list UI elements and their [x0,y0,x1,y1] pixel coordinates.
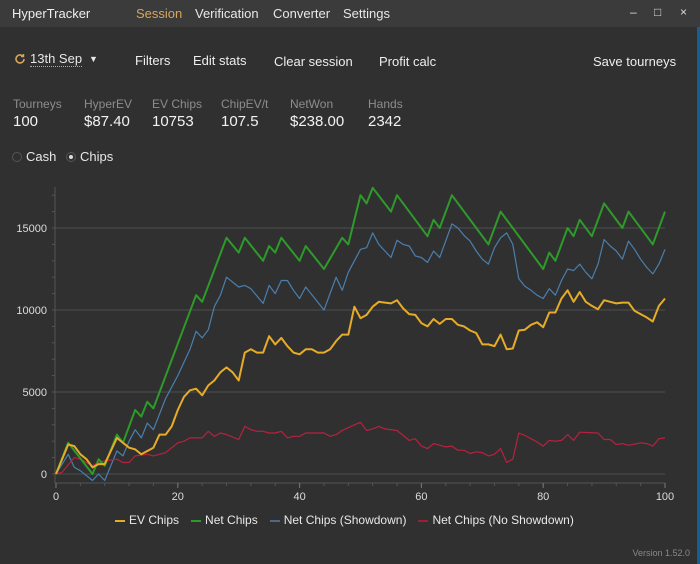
date-selector[interactable]: 13th Sep ▼ [14,51,98,67]
legend-label: Net Chips (No Showdown) [432,513,574,527]
edit-stats-button[interactable]: Edit stats [193,53,247,68]
date-label: 13th Sep [30,51,83,67]
clear-session-button[interactable]: Clear session [274,54,353,69]
series-line-net-chips-no-showdown [55,421,666,475]
legend-ev-chips[interactable]: EV Chips [115,513,179,527]
version-label: Version 1.52.0 [632,548,690,558]
y-tick-label: 0 [41,469,47,481]
x-tick-label: 20 [172,491,184,503]
stat-value: $87.40 [84,113,130,130]
stat-value: 2342 [368,113,402,130]
series-line-ev-chips [55,289,666,475]
legend-swatch [269,519,280,522]
tab-settings[interactable]: Settings [343,6,390,21]
chips-radio[interactable]: Chips [66,149,113,164]
legend-label: Net Chips (Showdown) [283,513,407,527]
chevron-down-icon: ▼ [89,54,98,64]
legend-swatch [115,519,125,522]
legend-swatch [191,519,202,522]
x-tick-label: 60 [415,491,427,503]
x-tick-label: 100 [656,491,674,503]
stat-label: Hands [368,97,403,111]
x-tick-label: 0 [53,491,59,503]
stat-netwon: NetWon $238.00 [290,97,344,130]
series-line-net-chips-showdown [55,223,666,482]
refresh-icon [15,54,25,64]
cash-label: Cash [26,149,57,164]
legend-net-chips-no-showdown[interactable]: Net Chips (No Showdown) [418,513,574,527]
chart-legend: EV Chips Net Chips Net Chips (Showdown) … [115,513,574,527]
stat-chipev-t: ChipEV/t 107.5 [221,97,268,130]
radio-circle-selected [66,151,76,162]
stat-label: Tourneys [13,97,62,111]
stat-value: 107.5 [221,113,259,130]
maximize-button[interactable]: □ [654,5,662,19]
y-tick-label: 5000 [23,387,47,399]
stat-label: EV Chips [152,97,203,111]
app-title: HyperTracker [12,6,91,21]
filters-button[interactable]: Filters [135,53,171,68]
close-button[interactable]: × [680,5,688,19]
stat-hands: Hands 2342 [368,97,403,130]
stat-value: $238.00 [290,113,345,130]
legend-net-chips[interactable]: Net Chips [191,513,258,527]
title-bar: HyperTracker Session Verification Conver… [0,0,700,27]
stat-tourneys: Tourneys 100 [13,97,62,130]
x-tick-label: 80 [537,491,549,503]
save-tourneys-button[interactable]: Save tourneys [593,54,677,69]
tab-session[interactable]: Session [136,6,183,21]
cash-radio[interactable]: Cash [12,149,56,164]
stat-value: 100 [13,113,39,130]
stat-value: 10753 [152,113,194,130]
chips-label: Chips [80,149,114,164]
stat-ev-chips: EV Chips 10753 [152,97,202,130]
stat-hyperev: HyperEV $87.40 [84,97,132,130]
series-line-net-chips [55,186,666,475]
profit-calc-button[interactable]: Profit calc [379,54,437,69]
y-tick-label: 15000 [16,223,47,235]
legend-net-chips-showdown[interactable]: Net Chips (Showdown) [269,513,407,527]
stat-label: NetWon [290,97,334,111]
radio-circle [12,151,22,162]
y-tick-label: 10000 [16,305,47,317]
tab-verification[interactable]: Verification [195,6,259,21]
stat-label: HyperEV [84,97,133,111]
stat-label: ChipEV/t [221,97,269,111]
legend-swatch [418,519,429,522]
window-edge [697,27,700,564]
x-tick-label: 40 [293,491,305,503]
legend-label: EV Chips [129,513,180,527]
legend-label: Net Chips [205,513,258,527]
tab-converter[interactable]: Converter [273,6,331,21]
minimize-button[interactable]: – [630,5,637,19]
